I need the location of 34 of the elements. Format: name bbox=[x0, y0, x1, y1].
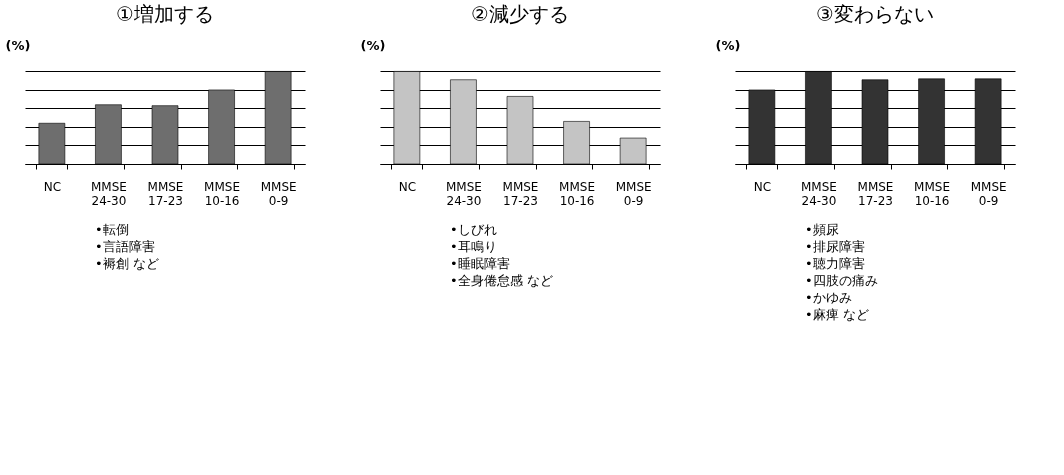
x-tick-label: NC bbox=[398, 179, 417, 194]
x-tick-label: MMSE 24-30 bbox=[445, 179, 482, 208]
text: •頻尿 bbox=[805, 221, 839, 237]
x-tick-label: MMSE 24-30 bbox=[800, 179, 837, 208]
x-tick-label: MMSE 17-23 bbox=[857, 179, 894, 208]
text: •睡眠障害 bbox=[450, 255, 510, 271]
x-tick-label: MMSE 0-9 bbox=[615, 179, 652, 208]
x-tick-label: MMSE 10-16 bbox=[559, 179, 596, 208]
text: •転倒 bbox=[95, 221, 129, 237]
text: •かゆみ bbox=[805, 289, 852, 305]
y-axis-title: (%) bbox=[360, 37, 386, 53]
y-axis-title: (%) bbox=[5, 37, 31, 53]
x-tick-label: MMSE 17-23 bbox=[147, 179, 184, 208]
chart-title: ②減少する bbox=[471, 2, 569, 26]
text: •排尿障害 bbox=[805, 238, 865, 254]
x-tick-label: NC bbox=[753, 179, 772, 194]
text: •全身倦怠感 など bbox=[450, 272, 553, 288]
x-tick-label: NC bbox=[43, 179, 62, 194]
x-tick-label: MMSE 24-30 bbox=[90, 179, 127, 208]
x-tick-label: MMSE 0-9 bbox=[260, 179, 297, 208]
x-tick-label: MMSE 10-16 bbox=[914, 179, 951, 208]
text: •麻痺 など bbox=[805, 306, 869, 322]
x-tick-label: MMSE 0-9 bbox=[970, 179, 1007, 208]
text: •四肢の痛み bbox=[805, 272, 878, 288]
chart-title: ①増加する bbox=[116, 2, 214, 26]
y-axis-title: (%) bbox=[715, 37, 741, 53]
text: •褥創 など bbox=[95, 255, 159, 271]
x-tick-label: MMSE 17-23 bbox=[502, 179, 539, 208]
text: •耳鳴り bbox=[450, 238, 497, 254]
chart-title: ③変わらない bbox=[816, 2, 934, 26]
text: •しびれ bbox=[450, 221, 497, 237]
text: •言語障害 bbox=[95, 238, 155, 254]
text: •聴力障害 bbox=[805, 255, 865, 271]
x-tick-label: MMSE 10-16 bbox=[204, 179, 241, 208]
